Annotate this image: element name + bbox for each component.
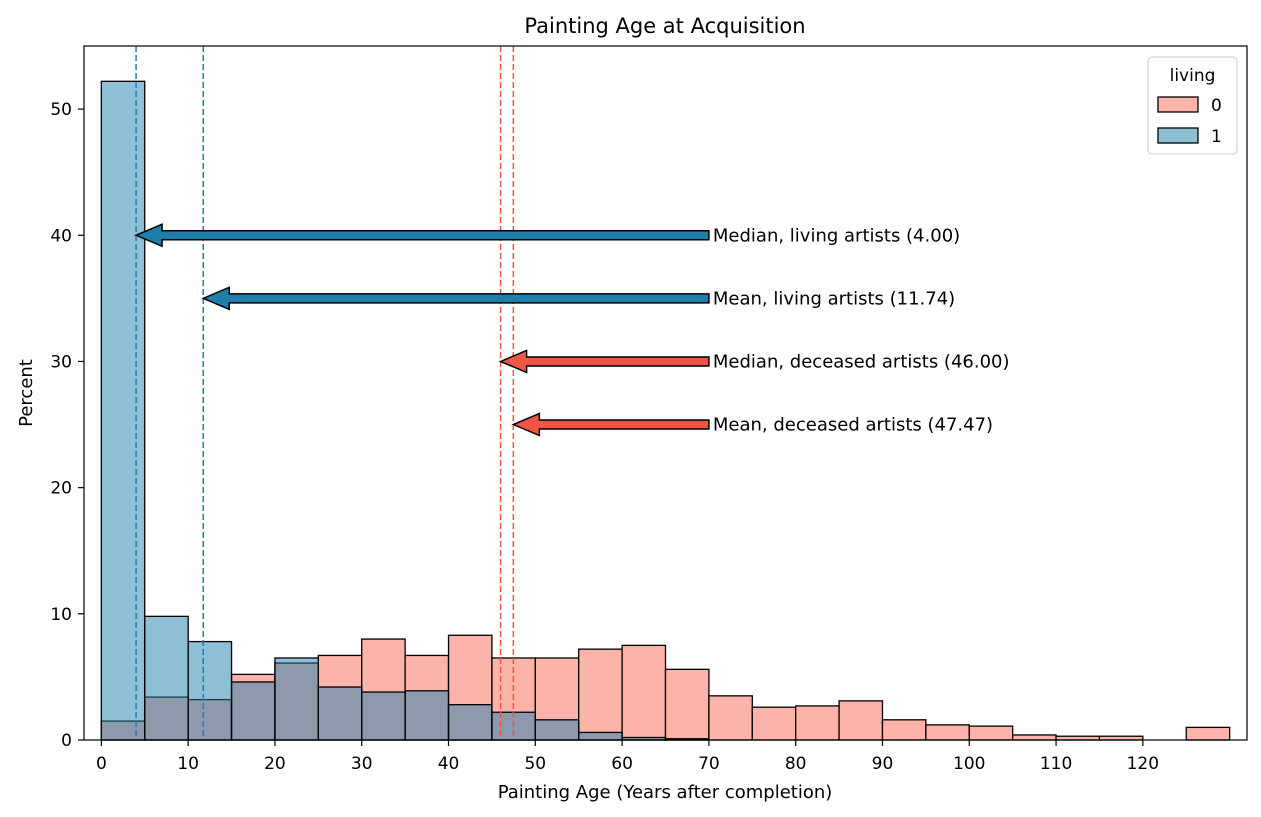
y-tick-label-40: 40 [50,226,72,246]
bars-series-1 [100,80,710,741]
annotation-arrow-3 [511,412,710,437]
x-axis: 0 10 20 30 40 50 60 70 80 90 100 110 120 [96,740,1159,774]
x-tick-label-100: 100 [953,754,985,774]
bar-series-1-bin-20 [274,657,319,741]
x-tick-label-90: 90 [872,754,894,774]
x-axis-label: Painting Age (Years after completion) [498,782,833,803]
bar-series-1-bin-5 [144,615,189,741]
x-tick-label-40: 40 [438,754,460,774]
y-tick-label-0: 0 [61,731,72,751]
legend-label-1: 1 [1211,127,1222,147]
bar-series-0-bin-55 [578,648,623,741]
bar-series-0-bin-75 [751,706,797,741]
y-axis-label: Percent [16,359,37,427]
bar-series-0-bin-105 [1012,734,1057,741]
legend-swatch-1 [1157,127,1199,144]
bar-series-0-bin-85 [838,700,884,741]
bar-series-0-bin-65 [664,668,710,741]
chart-title: Painting Age at Acquisition [524,14,805,38]
y-tick-label-10: 10 [50,605,72,625]
x-tick-label-30: 30 [351,754,373,774]
bar-series-0-bin-80 [795,705,840,741]
bar-series-0-bin-125 [1185,726,1231,741]
x-tick-label-110: 110 [1040,754,1072,774]
annotation-label-2: Median, deceased artists (46.00) [713,351,1010,372]
annotation-arrow-2 [498,349,710,374]
annotation-arrow-1 [201,286,710,311]
annotation-label-1: Mean, living artists (11.74) [713,288,955,309]
plot-frame [83,45,1248,741]
annotation-arrow-0 [134,223,710,248]
x-tick-label-60: 60 [611,754,633,774]
bar-series-1-bin-25 [317,686,363,741]
bar-series-1-bin-55 [578,731,623,741]
reference-lines [135,46,515,740]
x-tick-label-0: 0 [96,754,107,774]
annotations: Median, living artists (4.00) Mean, livin… [134,223,1010,437]
x-tick-label-20: 20 [264,754,286,774]
legend-label-0: 0 [1211,96,1222,116]
bar-series-1-bin-30 [361,691,406,741]
bar-series-1-bin-10 [187,640,233,741]
bar-series-1-bin-15 [230,681,276,741]
y-tick-label-20: 20 [50,479,72,499]
legend-swatch-0 [1157,96,1199,113]
x-tick-label-80: 80 [785,754,807,774]
legend-title: living [1170,66,1216,86]
bar-series-1-bin-50 [534,719,580,741]
bar-series-0-bin-90 [881,719,927,741]
x-tick-label-50: 50 [524,754,546,774]
x-tick-label-120: 120 [1127,754,1159,774]
bar-series-1-bin-35 [404,690,450,741]
bar-series-0-bin-100 [968,725,1014,741]
legend: living 0 1 [1147,56,1238,155]
bar-series-0-bin-70 [708,695,753,741]
x-tick-label-70: 70 [698,754,720,774]
bar-series-0-bin-95 [925,724,970,741]
x-tick-label-10: 10 [177,754,199,774]
annotation-label-0: Median, living artists (4.00) [713,225,960,246]
bar-series-1-bin-40 [447,704,493,741]
y-tick-label-50: 50 [50,100,72,120]
bar-series-0-bin-60 [621,644,667,741]
y-tick-label-30: 30 [50,352,72,372]
annotation-label-3: Mean, deceased artists (47.47) [713,415,993,436]
y-axis: 0 10 20 30 40 50 [50,100,84,751]
bar-series-1-bin-0 [100,80,146,741]
